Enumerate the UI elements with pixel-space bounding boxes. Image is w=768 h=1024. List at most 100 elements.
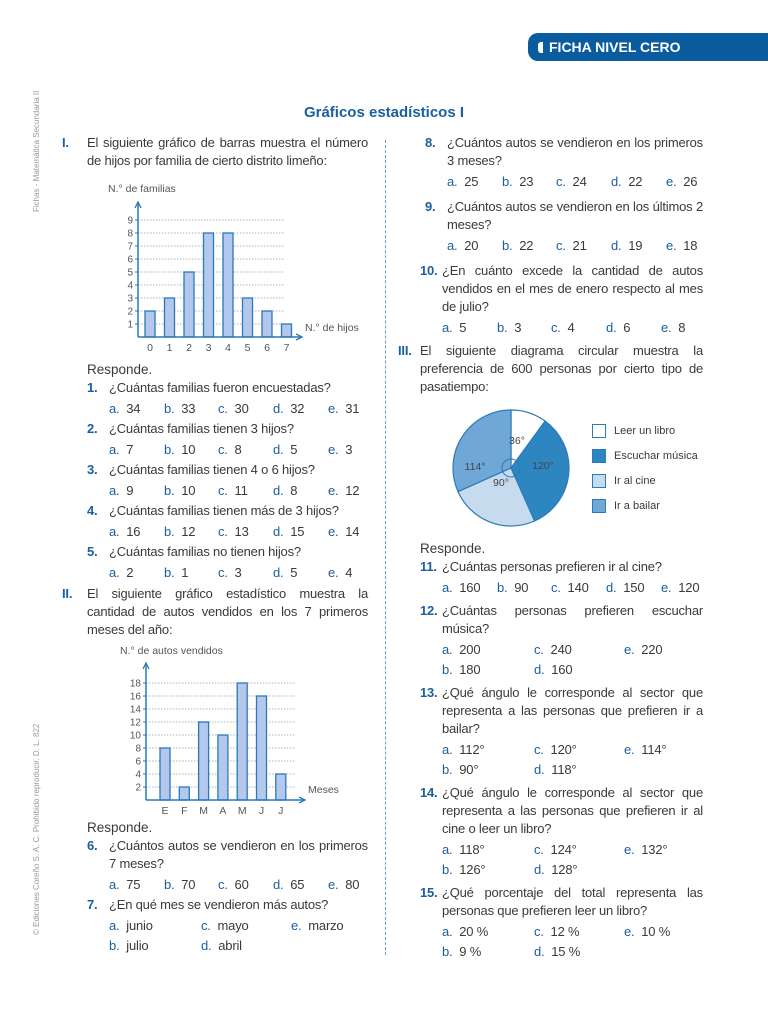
option-e[interactable]: e. 80 — [328, 876, 360, 894]
option-d[interactable]: d. 6 — [606, 319, 631, 337]
option-e[interactable]: e. 132° — [624, 841, 668, 859]
option-letter: b. — [164, 483, 175, 498]
option-letter: d. — [201, 938, 212, 953]
option-e[interactable]: e. 114° — [624, 741, 667, 759]
option-c[interactable]: c. 4 — [551, 319, 575, 337]
option-b[interactable]: b. 126° — [442, 861, 486, 879]
option-c[interactable]: c. 30 — [218, 400, 249, 418]
option-c[interactable]: c. 60 — [218, 876, 249, 894]
option-a[interactable]: a. 34 — [109, 400, 141, 418]
option-b[interactable]: b. 23 — [502, 173, 534, 191]
option-e[interactable]: e. 12 — [328, 482, 360, 500]
question-7: 7. ¿En qué mes se vendieron más autos? a.… — [87, 896, 368, 956]
option-letter: a. — [442, 642, 453, 657]
option-c[interactable]: c. 240 — [534, 641, 572, 659]
option-b[interactable]: b. 180 — [442, 661, 481, 679]
option-e[interactable]: e. 220 — [624, 641, 663, 659]
option-a[interactable]: a. 2 — [109, 564, 134, 582]
option-letter: b. — [502, 238, 513, 253]
legend-item: Ir al cine — [592, 468, 698, 493]
option-b[interactable]: b. 90 — [497, 579, 529, 597]
option-e[interactable]: e. 14 — [328, 523, 360, 541]
option-value: 6 — [623, 320, 631, 335]
option-a[interactable]: a. 20 % — [442, 923, 488, 941]
x-tick-label: E — [161, 805, 168, 817]
option-d[interactable]: d. 15 — [273, 523, 305, 541]
option-value: 8 — [678, 320, 686, 335]
option-c[interactable]: c. 120° — [534, 741, 577, 759]
option-c[interactable]: c. 11 — [218, 482, 248, 500]
option-d[interactable]: d. abril — [201, 937, 242, 955]
option-letter: d. — [273, 524, 284, 539]
option-a[interactable]: a. 160 — [442, 579, 481, 597]
option-a[interactable]: a. 20 — [447, 237, 479, 255]
option-d[interactable]: d. 150 — [606, 579, 645, 597]
option-c[interactable]: c. 12 % — [534, 923, 580, 941]
option-d[interactable]: d. 160 — [534, 661, 573, 679]
option-a[interactable]: a. 75 — [109, 876, 141, 894]
option-b[interactable]: b. 10 — [164, 441, 196, 459]
option-letter: e. — [328, 401, 339, 416]
option-b[interactable]: b. 33 — [164, 400, 196, 418]
option-c[interactable]: c. 24 — [556, 173, 587, 191]
option-a[interactable]: a. 25 — [447, 173, 479, 191]
banner-text: FICHA NIVEL CERO — [549, 39, 681, 55]
option-b[interactable]: b. 9 % — [442, 943, 481, 961]
option-value: 33 — [181, 401, 196, 416]
option-e[interactable]: e. 120 — [661, 579, 700, 597]
option-a[interactable]: a. 118° — [442, 841, 485, 859]
option-b[interactable]: b. 70 — [164, 876, 196, 894]
option-d[interactable]: d. 118° — [534, 761, 577, 779]
option-c[interactable]: c. 8 — [218, 441, 242, 459]
option-d[interactable]: d. 8 — [273, 482, 298, 500]
option-d[interactable]: d. 128° — [534, 861, 578, 879]
option-e[interactable]: e. 18 — [666, 237, 698, 255]
option-c[interactable]: c. 140 — [551, 579, 589, 597]
side-copyright: © Ediciones Coreño S. A. C. Prohibido re… — [32, 723, 41, 935]
x-tick-label: J — [259, 805, 264, 817]
option-e[interactable]: e. 10 % — [624, 923, 670, 941]
option-d[interactable]: d. 5 — [273, 564, 298, 582]
option-b[interactable]: b. julio — [109, 937, 149, 955]
question-text: ¿En cuánto excede la cantidad de autos v… — [442, 263, 703, 314]
option-c[interactable]: c. 21 — [556, 237, 587, 255]
option-e[interactable]: e. marzo — [291, 917, 344, 935]
option-e[interactable]: e. 31 — [328, 400, 360, 418]
option-a[interactable]: a. 200 — [442, 641, 481, 659]
option-e[interactable]: e. 4 — [328, 564, 353, 582]
option-b[interactable]: b. 12 — [164, 523, 196, 541]
option-letter: e. — [624, 842, 635, 857]
option-a[interactable]: a. junio — [109, 917, 153, 935]
bar-A — [217, 734, 229, 801]
option-a[interactable]: a. 7 — [109, 441, 134, 459]
option-e[interactable]: e. 8 — [661, 319, 686, 337]
option-b[interactable]: b. 90° — [442, 761, 479, 779]
option-d[interactable]: d. 32 — [273, 400, 305, 418]
option-e[interactable]: e. 3 — [328, 441, 353, 459]
option-value: 15 — [290, 524, 305, 539]
option-d[interactable]: d. 19 — [611, 237, 643, 255]
option-a[interactable]: a. 16 — [109, 523, 141, 541]
option-letter: d. — [534, 762, 545, 777]
option-c[interactable]: c. 13 — [218, 523, 249, 541]
option-c[interactable]: c. mayo — [201, 917, 249, 935]
option-a[interactable]: a. 112° — [442, 741, 485, 759]
option-c[interactable]: c. 124° — [534, 841, 577, 859]
option-d[interactable]: d. 65 — [273, 876, 305, 894]
column-divider — [385, 140, 386, 955]
option-b[interactable]: b. 1 — [164, 564, 189, 582]
option-e[interactable]: e. 26 — [666, 173, 698, 191]
option-letter: c. — [534, 842, 544, 857]
option-d[interactable]: d. 15 % — [534, 943, 580, 961]
option-b[interactable]: b. 22 — [502, 237, 534, 255]
option-value: 23 — [519, 174, 534, 189]
option-a[interactable]: a. 5 — [442, 319, 467, 337]
option-b[interactable]: b. 10 — [164, 482, 196, 500]
option-b[interactable]: b. 3 — [497, 319, 522, 337]
y-tick-label: 4 — [135, 770, 141, 781]
option-letter: b. — [497, 320, 508, 335]
option-d[interactable]: d. 5 — [273, 441, 298, 459]
option-d[interactable]: d. 22 — [611, 173, 643, 191]
option-a[interactable]: a. 9 — [109, 482, 134, 500]
option-c[interactable]: c. 3 — [218, 564, 242, 582]
